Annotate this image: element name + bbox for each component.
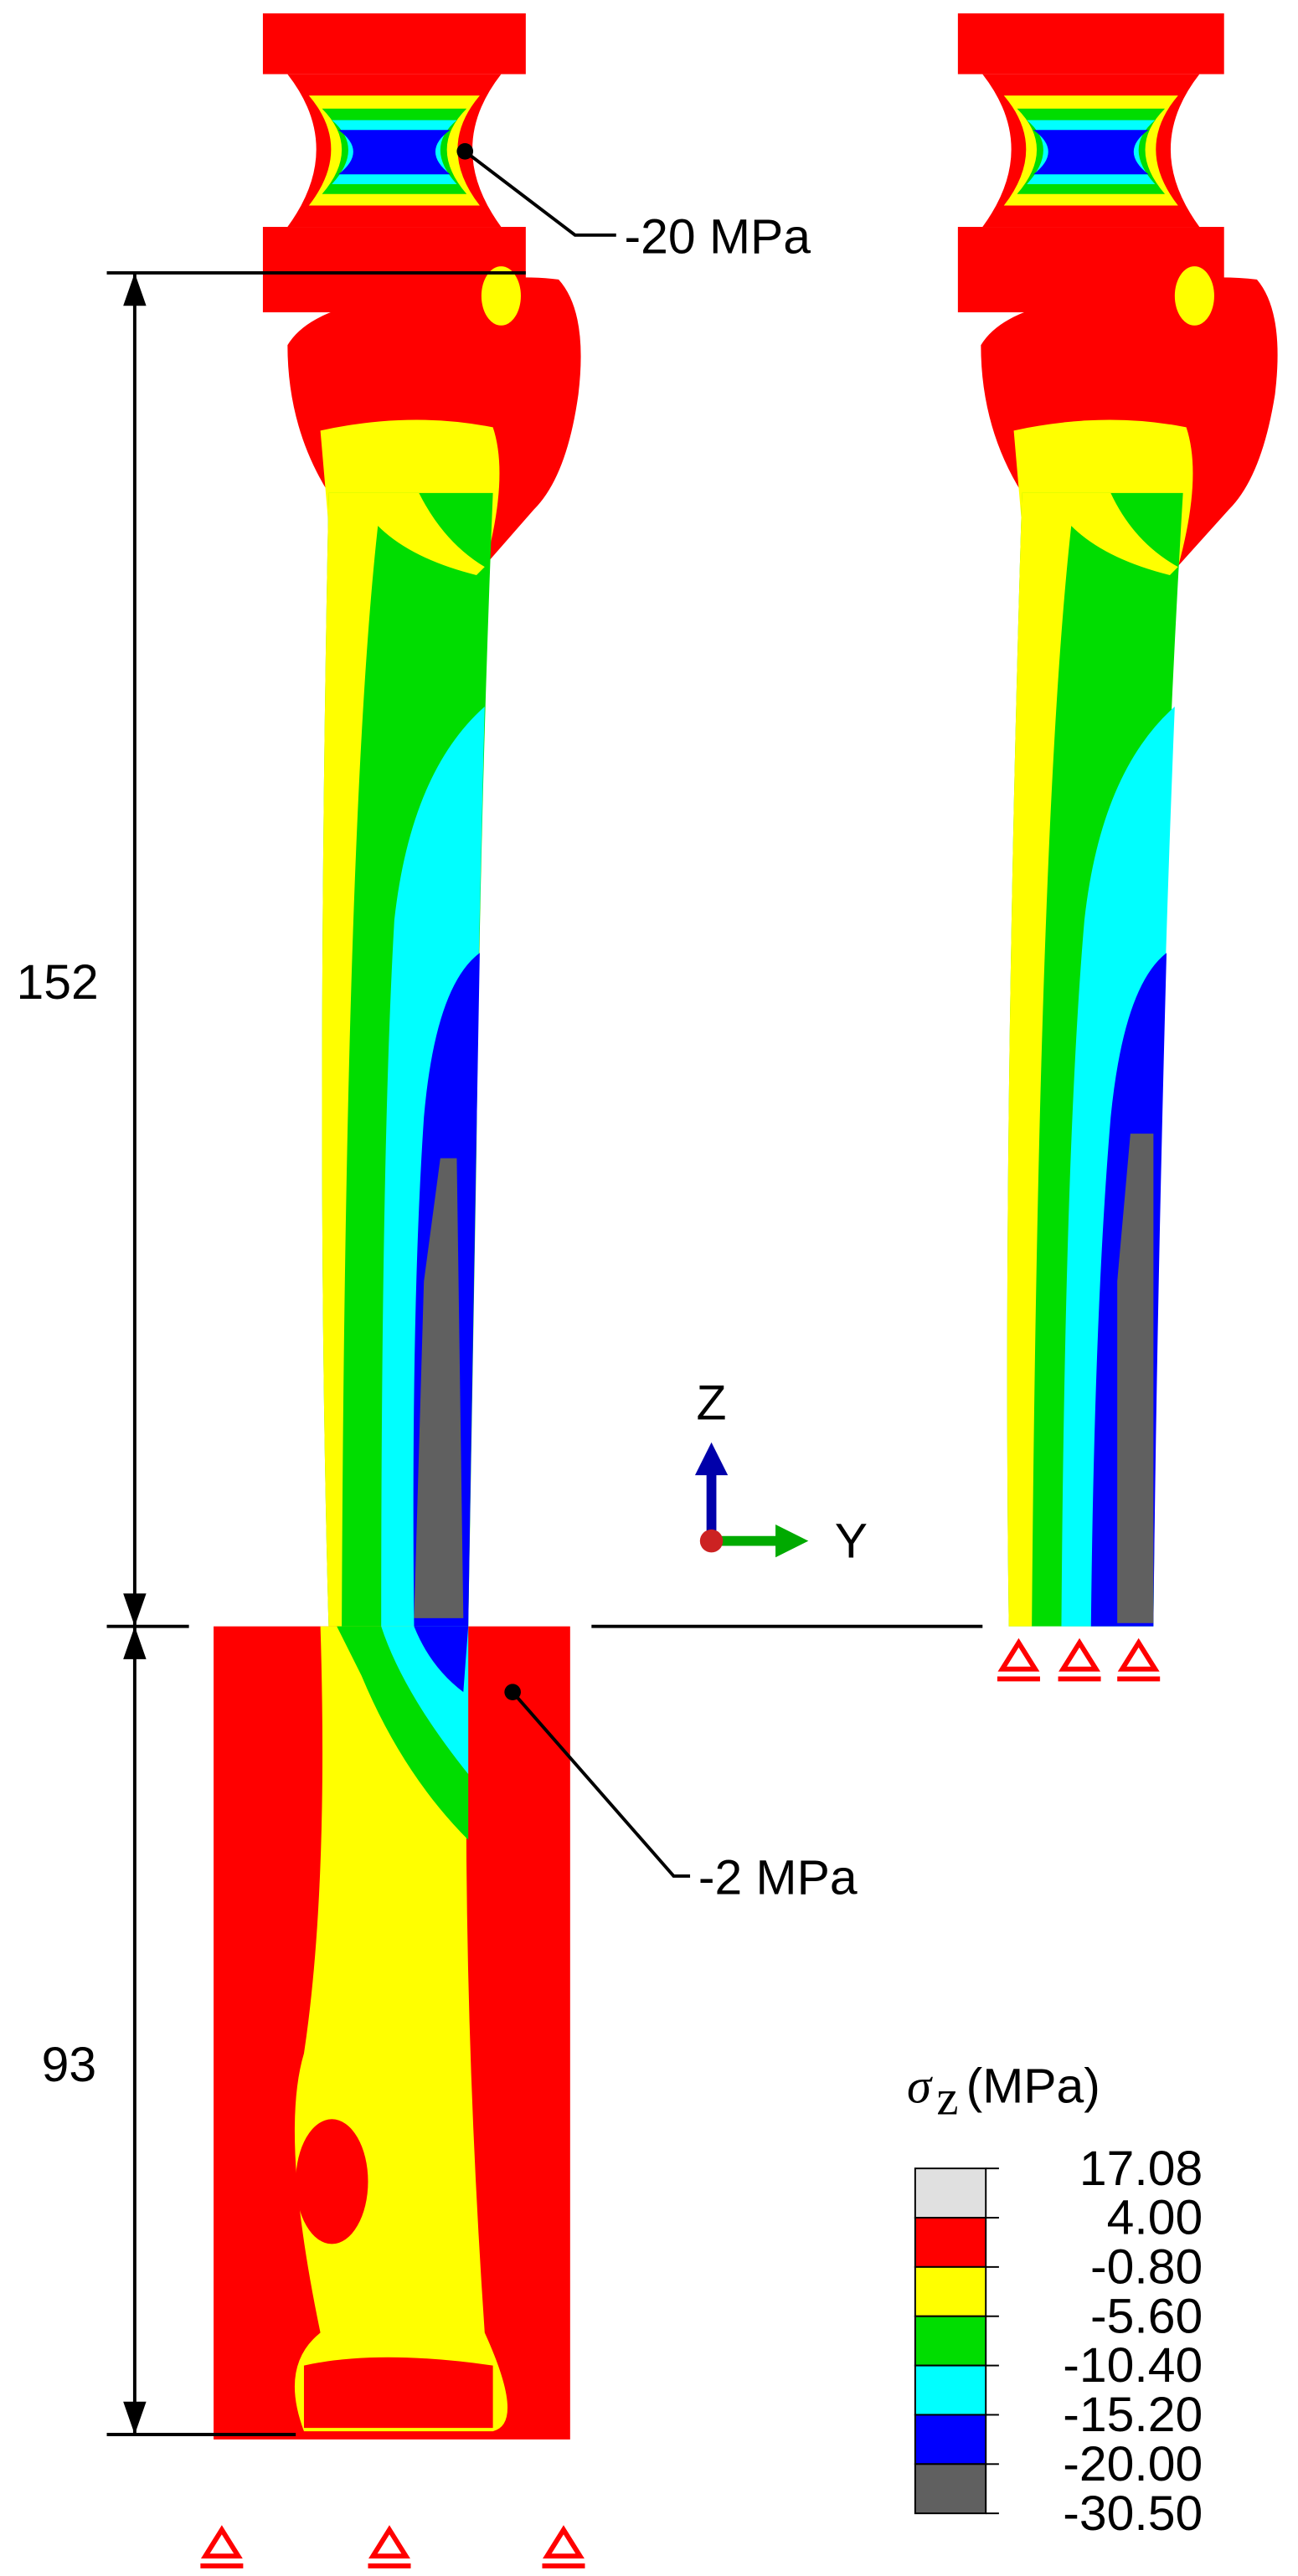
legend-swatch bbox=[914, 2217, 987, 2268]
legend-label: 17.08 bbox=[1079, 2142, 1203, 2196]
shaft-band bbox=[1117, 1134, 1154, 1623]
legend-label: -0.80 bbox=[1090, 2239, 1203, 2294]
shaft-band bbox=[322, 492, 485, 1627]
left-specimen bbox=[214, 13, 581, 2440]
right-specimen bbox=[957, 13, 1278, 1627]
neck-band bbox=[1033, 130, 1149, 175]
axis-triad bbox=[694, 1442, 809, 1558]
legend-label: 4.00 bbox=[1107, 2191, 1203, 2245]
legend-symbol: σ bbox=[907, 2059, 933, 2114]
neck-band bbox=[338, 130, 451, 175]
legend-unit: (MPa) bbox=[966, 2059, 1100, 2114]
dimension-label: 152 bbox=[17, 955, 99, 1010]
bone-band bbox=[481, 266, 521, 326]
embedded-band bbox=[337, 1626, 469, 1840]
bone-band bbox=[1174, 266, 1214, 326]
embedded-band bbox=[414, 1626, 469, 1693]
shaft-band bbox=[1007, 492, 1178, 1627]
legend-swatch bbox=[914, 2414, 987, 2465]
shaft-band bbox=[414, 1158, 464, 1618]
annotation: -20 MPa bbox=[625, 209, 811, 264]
supports bbox=[200, 1638, 1161, 2568]
axis-label: Z bbox=[697, 1375, 727, 1430]
grip bbox=[957, 13, 1224, 75]
legend-label: -30.50 bbox=[1063, 2486, 1203, 2541]
legend-label: -10.40 bbox=[1063, 2338, 1203, 2393]
legend-label: -15.20 bbox=[1063, 2388, 1203, 2442]
legend: σ z (MPa) 17.084.00-0.80-5.60-10.40-15.2… bbox=[907, 2059, 1203, 2541]
legend-subscript: z bbox=[936, 2070, 958, 2125]
annotation: -2 MPa bbox=[698, 1850, 858, 1905]
embedded-band bbox=[296, 2119, 368, 2244]
legend-swatch bbox=[914, 2315, 987, 2367]
dimension-lines bbox=[106, 271, 983, 2436]
legend-label: -5.60 bbox=[1090, 2289, 1203, 2343]
embedded-band bbox=[303, 2357, 493, 2429]
dimension-label: 93 bbox=[42, 2038, 96, 2092]
legend-swatch bbox=[914, 2167, 987, 2219]
arrowheads bbox=[123, 272, 147, 2435]
grip bbox=[262, 13, 526, 75]
legend-swatch bbox=[914, 2364, 987, 2416]
legend-label: -20.00 bbox=[1063, 2437, 1203, 2491]
leader bbox=[464, 150, 616, 237]
legend-swatch bbox=[914, 2463, 987, 2515]
axis-label: Y bbox=[835, 1514, 868, 1568]
legend-swatch bbox=[914, 2265, 987, 2317]
leader bbox=[511, 1690, 691, 1878]
